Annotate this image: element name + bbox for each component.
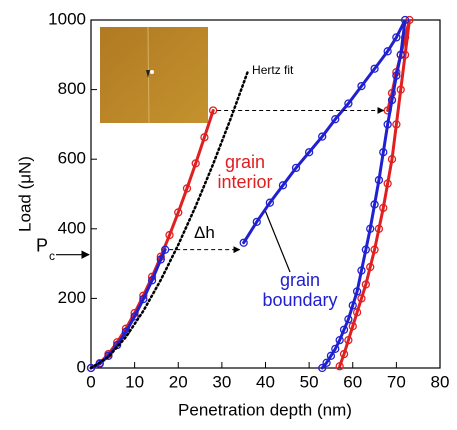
inset-image [100,27,208,123]
x-tick-label: 30 [212,372,231,391]
fit-label: Hertz fit [252,63,294,77]
y-tick-label: 800 [58,79,86,98]
delta-h-label: Δh [194,223,215,242]
series-label: grain interior [205,152,285,192]
x-tick-label: 10 [125,372,144,391]
chart: Penetration depth (nm) Load (μN) 0 10 20 30… [0,0,457,430]
y-tick-label: 0 [77,357,86,376]
y-tick-label: 200 [58,288,86,307]
leader-line [266,211,291,272]
x-tick-label: 20 [169,372,188,391]
x-tick-label: 70 [387,372,406,391]
x-tick-label: 80 [431,372,450,391]
x-tick-label: 40 [256,372,275,391]
x-tick-label: 60 [343,372,362,391]
series-label: grain boundary [255,270,345,310]
x-tick-label: 0 [86,372,95,391]
y-tick-label: 400 [58,218,86,237]
pc-subscript: c [49,249,55,263]
pc-label: P [36,235,48,255]
x-tick-label: 50 [300,372,319,391]
page: {"chart_data": {"type": "line", "xlabel"… [0,0,457,430]
x-axis-title: Penetration depth (nm) [178,400,352,419]
y-axis-title: Load (μN) [15,156,34,232]
y-tick-label: 600 [58,149,86,168]
y-tick-label: 1000 [48,9,86,28]
